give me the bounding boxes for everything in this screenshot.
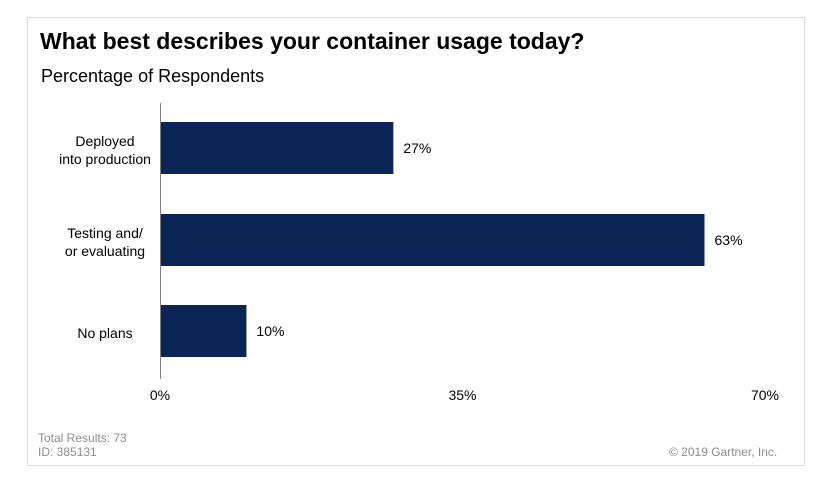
category-label-deployed: Deployed into production (30, 132, 180, 168)
category-label-line: Deployed (75, 133, 135, 149)
data-label: 63% (715, 232, 743, 248)
bar (160, 305, 247, 357)
copyright-text: © 2019 Gartner, Inc. (669, 445, 778, 459)
category-label-no-plans: No plans (30, 324, 180, 342)
bar (160, 122, 394, 174)
category-label-testing: Testing and/ or evaluating (30, 224, 180, 260)
category-label-line: Testing and/ (67, 225, 143, 241)
category-label-line: into production (59, 151, 151, 167)
x-tick-label: 70% (751, 387, 779, 403)
chart-title: What best describes your container usage… (40, 28, 585, 54)
category-label-line: or evaluating (64, 243, 146, 259)
data-label: 10% (256, 323, 284, 339)
category-label-line: No plans (77, 325, 133, 341)
chart-id-text: ID: 385131 (38, 445, 97, 459)
x-tick-label: 35% (448, 387, 476, 403)
total-results-text: Total Results: 73 (38, 431, 127, 445)
chart-subtitle: Percentage of Respondents (41, 66, 265, 86)
bar (160, 214, 705, 266)
data-label: 27% (403, 140, 431, 156)
x-tick-label: 0% (150, 387, 170, 403)
